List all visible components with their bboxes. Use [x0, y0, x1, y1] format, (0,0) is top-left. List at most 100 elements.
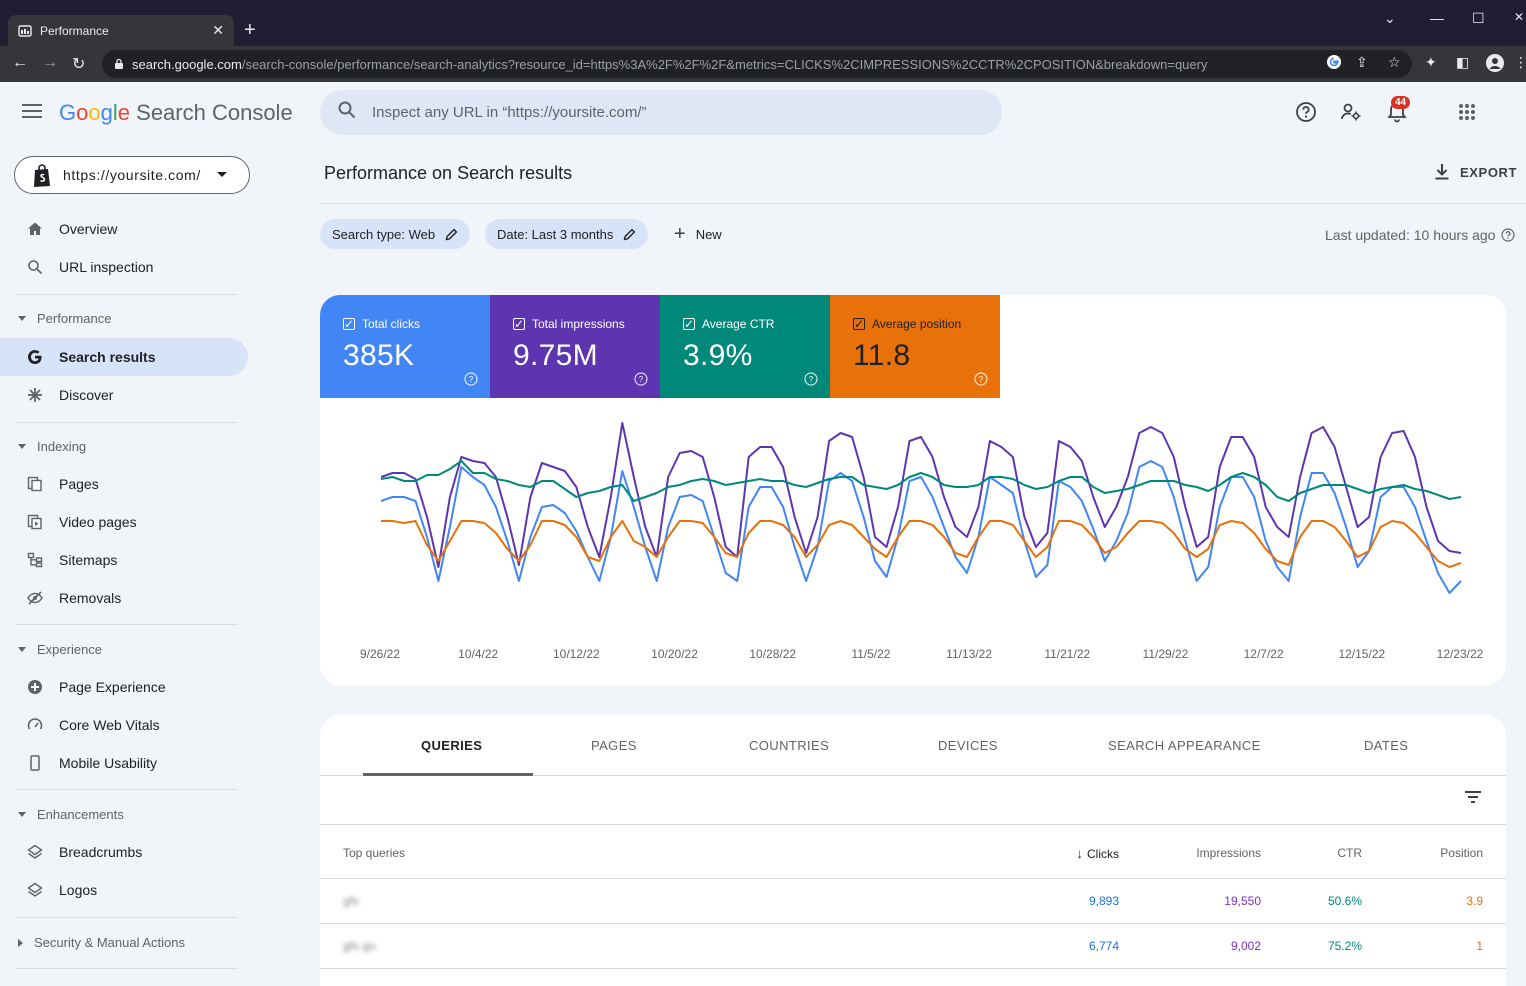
- apps-grid-icon[interactable]: [1455, 100, 1479, 124]
- shopify-bag-icon: [31, 164, 53, 187]
- asterisk-icon: [26, 386, 44, 404]
- impressions-cell: 9,002: [1230, 939, 1261, 953]
- table-filter-bar: [320, 776, 1506, 825]
- sidebar-item-url-inspection[interactable]: URL inspection: [0, 248, 248, 286]
- menu-icon[interactable]: [22, 104, 42, 118]
- metric-total-impressions[interactable]: ✓ Total impressions 9.75M ?: [490, 295, 660, 398]
- section-performance[interactable]: Performance: [18, 311, 111, 326]
- export-button[interactable]: EXPORT: [1434, 163, 1517, 181]
- sidebar-item-discover[interactable]: Discover: [0, 376, 248, 414]
- notification-badge: 44: [1391, 96, 1411, 109]
- checkbox-checked-icon[interactable]: ✓: [513, 317, 525, 331]
- ctr-cell: 50.6%: [1327, 894, 1362, 908]
- bookmark-star-icon[interactable]: ☆: [1388, 54, 1401, 70]
- clicks-cell: 6,774: [1088, 939, 1119, 953]
- help-icon[interactable]: ?: [464, 372, 478, 386]
- sidebar-item-removals[interactable]: Removals: [0, 579, 248, 617]
- share-icon[interactable]: ⇪: [1356, 54, 1368, 70]
- search-icon: [338, 101, 356, 124]
- new-tab-icon[interactable]: +: [244, 19, 256, 41]
- sidebar-item-page-experience[interactable]: Page Experience: [0, 668, 248, 706]
- table-row[interactable]: gfs go 6,774 9,002 75.2% 1: [320, 923, 1506, 968]
- sidebar-item-logos[interactable]: Logos: [0, 871, 248, 909]
- minimize-icon[interactable]: —: [1430, 10, 1444, 26]
- metric-average-ctr[interactable]: ✓ Average CTR 3.9% ?: [660, 295, 830, 398]
- visibility-off-icon: [26, 589, 44, 607]
- x-tick-label: 9/26/22: [360, 647, 400, 661]
- filter-chip-date[interactable]: Date: Last 3 months: [485, 219, 649, 249]
- help-icon[interactable]: [1501, 228, 1516, 242]
- side-panel-icon[interactable]: ◧: [1456, 54, 1470, 70]
- tab-pages[interactable]: PAGES: [591, 738, 637, 753]
- series-line-ctr: [380, 460, 1462, 502]
- tab-search-appearance[interactable]: SEARCH APPEARANCE: [1108, 738, 1261, 753]
- tab-devices[interactable]: DEVICES: [938, 738, 998, 753]
- back-icon[interactable]: ←: [12, 54, 28, 71]
- checkbox-checked-icon[interactable]: ✓: [683, 317, 695, 331]
- address-bar[interactable]: search.google.com/search-console/perform…: [102, 50, 1412, 78]
- filter-chip-search-type[interactable]: Search type: Web: [320, 219, 471, 249]
- section-indexing[interactable]: Indexing: [18, 439, 86, 454]
- column-header-ctr[interactable]: CTR: [1337, 846, 1362, 860]
- section-enhancements[interactable]: Enhancements: [18, 807, 124, 822]
- property-selector[interactable]: https://yoursite.com/: [14, 156, 250, 194]
- forward-icon[interactable]: →: [42, 54, 58, 71]
- tab-countries[interactable]: COUNTRIES: [749, 738, 830, 753]
- sidebar-item-mobile-usability[interactable]: Mobile Usability: [0, 744, 248, 782]
- sidebar-item-pages[interactable]: Pages: [0, 465, 248, 503]
- section-security-manual-actions[interactable]: Security & Manual Actions: [18, 935, 185, 950]
- divider: [16, 422, 238, 423]
- tab-queries[interactable]: QUERIES: [421, 738, 483, 753]
- divider: [16, 294, 238, 295]
- search-console-logo[interactable]: Google Search Console: [59, 100, 293, 125]
- column-header-position[interactable]: Position: [1440, 846, 1483, 860]
- metric-average-position[interactable]: ✓ Average position 11.8 ?: [830, 295, 1000, 398]
- search-input[interactable]: [372, 104, 972, 121]
- help-icon[interactable]: ?: [634, 372, 648, 386]
- x-tick-label: 10/12/22: [553, 647, 600, 661]
- position-cell: 1: [1476, 939, 1483, 953]
- column-header-top-queries: Top queries: [343, 846, 406, 860]
- url-inspection-search[interactable]: [320, 90, 1002, 135]
- impressions-cell: 19,550: [1224, 894, 1261, 908]
- browser-tab-strip: Performance ✕ + ⌄ — ☐ ✕: [0, 0, 1526, 46]
- column-header-clicks[interactable]: ↓ Clicks: [1076, 846, 1120, 861]
- sidebar-item-breadcrumbs[interactable]: Breadcrumbs: [0, 833, 248, 871]
- browser-menu-icon[interactable]: ⋮: [1514, 54, 1526, 70]
- x-tick-label: 12/7/22: [1244, 647, 1284, 661]
- section-experience[interactable]: Experience: [18, 642, 102, 657]
- column-header-impressions[interactable]: Impressions: [1196, 846, 1261, 860]
- close-tab-icon[interactable]: ✕: [212, 22, 224, 38]
- table-row[interactable]: [320, 968, 1506, 986]
- metric-total-clicks[interactable]: ✓ Total clicks 385K ?: [320, 295, 490, 398]
- maximize-icon[interactable]: ☐: [1472, 10, 1485, 26]
- checkbox-checked-icon[interactable]: ✓: [343, 317, 355, 331]
- manage-users-icon[interactable]: [1339, 100, 1363, 124]
- sidebar-item-overview[interactable]: Overview: [0, 210, 248, 248]
- filter-list-icon[interactable]: [1464, 790, 1482, 804]
- help-icon[interactable]: ?: [804, 372, 818, 386]
- new-filter-button[interactable]: + New: [674, 222, 722, 245]
- checkbox-checked-icon[interactable]: ✓: [853, 317, 865, 331]
- sidebar-item-search-results[interactable]: Search results: [0, 338, 248, 376]
- edit-pencil-icon: [445, 228, 458, 241]
- sidebar-item-video-pages[interactable]: Video pages: [0, 503, 248, 541]
- query-cell: gfs go: [343, 939, 376, 953]
- x-tick-label: 11/21/22: [1044, 647, 1090, 661]
- table-row[interactable]: gfs 9,893 19,550 50.6% 3.9: [320, 878, 1506, 923]
- tab-dates[interactable]: DATES: [1364, 738, 1409, 753]
- extensions-puzzle-icon[interactable]: ✦: [1425, 54, 1437, 70]
- help-icon[interactable]: ?: [974, 372, 988, 386]
- google-lens-icon[interactable]: [1326, 54, 1342, 73]
- chevron-down-icon: [217, 172, 227, 177]
- reload-icon[interactable]: ↻: [72, 56, 86, 73]
- tab-search-chevron-icon[interactable]: ⌄: [1384, 10, 1396, 26]
- close-window-icon[interactable]: ✕: [1514, 10, 1525, 24]
- page-experience-icon: [26, 678, 44, 696]
- pages-icon: [26, 475, 44, 493]
- profile-avatar-icon[interactable]: [1486, 54, 1504, 75]
- sidebar-item-sitemaps[interactable]: Sitemaps: [0, 541, 248, 579]
- browser-tab[interactable]: Performance ✕: [8, 15, 234, 46]
- help-icon[interactable]: [1294, 100, 1318, 124]
- sidebar-item-core-web-vitals[interactable]: Core Web Vitals: [0, 706, 248, 744]
